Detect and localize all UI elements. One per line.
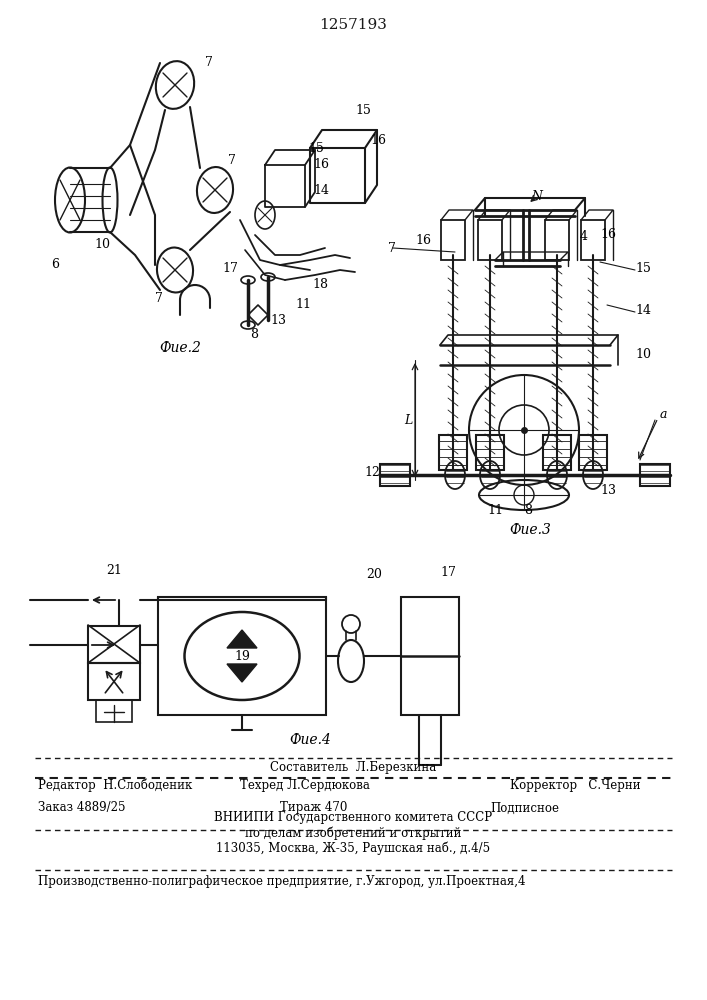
Text: 7: 7	[388, 241, 396, 254]
Text: 13: 13	[270, 314, 286, 326]
Text: 15: 15	[308, 141, 324, 154]
Text: 16: 16	[600, 229, 616, 241]
Text: 20: 20	[366, 568, 382, 582]
Bar	[579, 435, 607, 470]
Bar	[380, 464, 410, 486]
Text: Тираж 470: Тираж 470	[280, 802, 347, 814]
Text: по делам изобретений и открытий: по делам изобретений и открытий	[245, 826, 461, 840]
Text: 7: 7	[205, 55, 213, 68]
Text: 1257193: 1257193	[319, 18, 387, 32]
Text: 16: 16	[313, 158, 329, 172]
Text: Редактор  Н.Слободеник: Редактор Н.Слободеник	[38, 778, 192, 792]
Bar	[581, 220, 605, 260]
Text: 7: 7	[228, 153, 236, 166]
Bar	[96, 700, 132, 722]
Bar	[478, 220, 502, 260]
Text: 14: 14	[635, 304, 651, 316]
Text: Фие.4: Фие.4	[289, 733, 331, 747]
Text: 11: 11	[487, 504, 503, 516]
Bar	[545, 220, 569, 260]
Bar	[441, 220, 465, 260]
Text: 19: 19	[234, 650, 250, 662]
Text: 18: 18	[312, 278, 328, 292]
Bar	[543, 435, 571, 470]
Text: Техред Л.Сердюкова: Техред Л.Сердюкова	[240, 778, 370, 792]
Text: 8: 8	[524, 504, 532, 516]
Polygon shape	[227, 630, 257, 648]
Text: 17: 17	[222, 261, 238, 274]
Text: 15: 15	[355, 104, 371, 116]
Text: L: L	[404, 414, 412, 426]
Text: 10: 10	[94, 238, 110, 251]
Bar	[88, 626, 140, 663]
Text: 15: 15	[635, 261, 651, 274]
Bar	[640, 464, 670, 486]
Text: 14: 14	[313, 184, 329, 196]
Text: Корректор   С.Черни: Корректор С.Черни	[510, 778, 641, 792]
Text: 16: 16	[370, 133, 386, 146]
Text: 16: 16	[415, 233, 431, 246]
Text: ВНИИПИ Государственного комитета СССР: ВНИИПИ Государственного комитета СССР	[214, 812, 492, 824]
Text: 4: 4	[580, 230, 588, 242]
Text: Фие.2: Фие.2	[159, 341, 201, 355]
Bar	[88, 663, 140, 700]
Text: 8: 8	[250, 328, 258, 342]
Text: 13: 13	[600, 484, 616, 496]
Text: Составитель  Л.Березкина: Составитель Л.Березкина	[270, 762, 436, 774]
Text: 10: 10	[635, 349, 651, 361]
Text: a: a	[660, 408, 667, 422]
Bar	[476, 435, 504, 470]
Text: Фие.3: Фие.3	[509, 523, 551, 537]
Bar	[401, 597, 459, 715]
Text: Подписное: Подписное	[490, 802, 559, 814]
Text: 21: 21	[106, 564, 122, 576]
Text: 113035, Москва, Ж-35, Раушская наб., д.4/5: 113035, Москва, Ж-35, Раушская наб., д.4…	[216, 841, 490, 855]
Text: 6: 6	[51, 258, 59, 271]
Bar	[439, 435, 467, 470]
Text: Производственно-полиграфическое предприятие, г.Ужгород, ул.Проектная,4: Производственно-полиграфическое предприя…	[38, 876, 525, 888]
Text: 17: 17	[440, 566, 456, 578]
Polygon shape	[227, 664, 257, 682]
Text: 12: 12	[364, 466, 380, 480]
Bar	[158, 597, 326, 715]
Text: 7: 7	[155, 292, 163, 304]
Text: 11: 11	[295, 298, 311, 312]
Text: Заказ 4889/25: Заказ 4889/25	[38, 802, 126, 814]
Text: N: N	[532, 190, 542, 202]
